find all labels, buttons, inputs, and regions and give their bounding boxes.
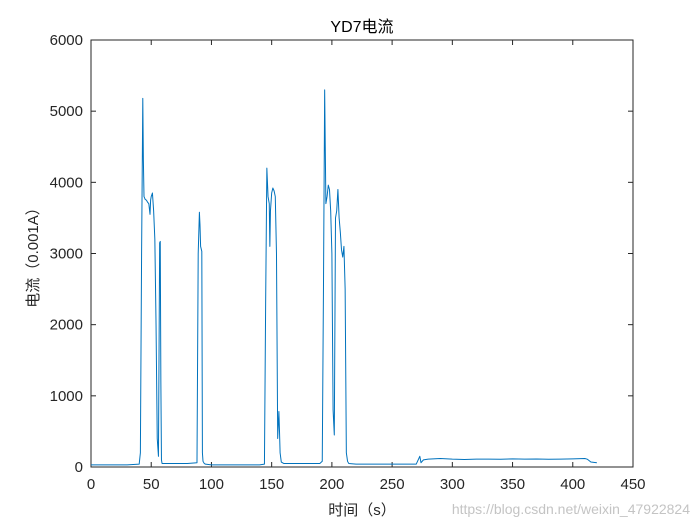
x-tick-label: 350 <box>500 476 525 493</box>
y-tick-label: 0 <box>75 459 83 476</box>
x-axis-label: 时间（s） <box>328 502 396 519</box>
plot-area <box>90 39 634 468</box>
x-tick-label: 150 <box>259 476 284 493</box>
tick-labels: 0 50 100 150 200 250 300 350 400 450 0 1000 2000 3000… <box>50 32 646 493</box>
x-tick-label: 0 <box>87 476 95 493</box>
y-tick-label: 5000 <box>50 103 83 120</box>
x-tick-label: 250 <box>380 476 405 493</box>
chart-title: YD7电流 <box>330 18 393 36</box>
x-tick-label: 50 <box>143 476 160 493</box>
y-tick-label: 2000 <box>50 317 83 334</box>
series-line <box>91 89 597 466</box>
x-tick-label: 200 <box>319 476 344 493</box>
y-tick-label: 1000 <box>50 388 83 405</box>
y-tick-label: 6000 <box>50 32 83 49</box>
x-tick-label: 450 <box>620 476 645 493</box>
x-tick-label: 100 <box>199 476 224 493</box>
y-axis-label: 电流（0.001A） <box>25 200 42 308</box>
x-tick-label: 400 <box>560 476 585 493</box>
y-tick-label: 4000 <box>50 174 83 191</box>
watermark: https://blog.csdn.net/weixin_47922824 <box>451 501 690 517</box>
axis-ticks <box>90 39 634 468</box>
y-tick-label: 3000 <box>50 246 83 263</box>
x-tick-label: 300 <box>440 476 465 493</box>
